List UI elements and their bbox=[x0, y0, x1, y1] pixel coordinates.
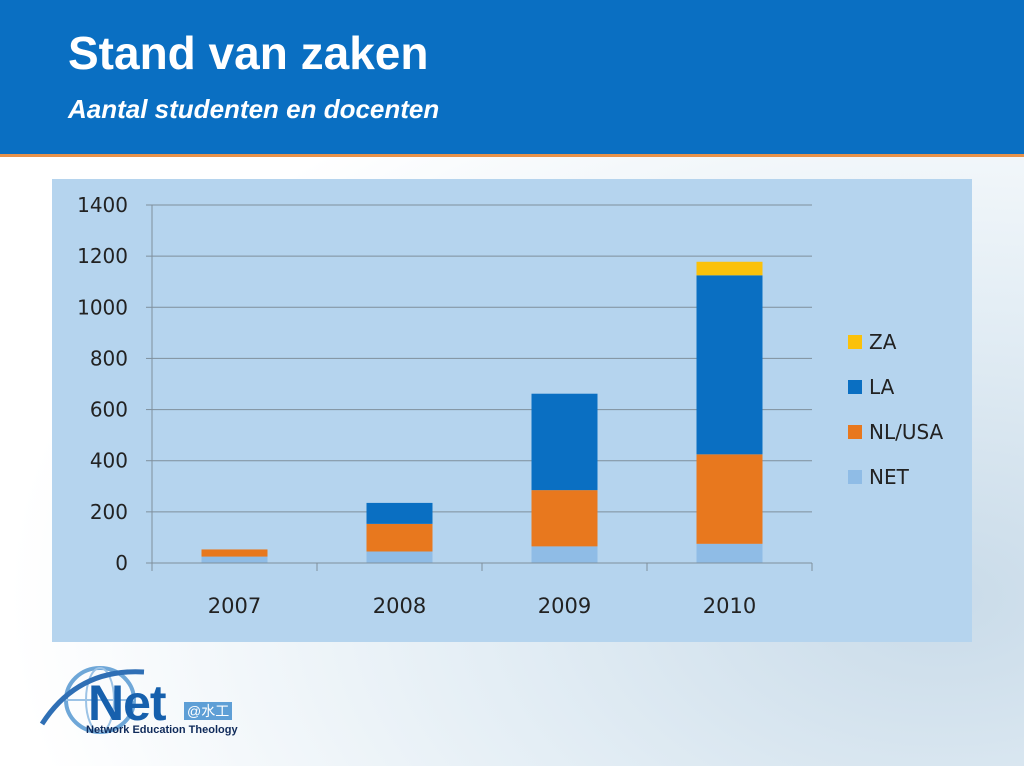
logo-wordmark: Net bbox=[88, 675, 167, 731]
x-tick-label: 2009 bbox=[538, 594, 591, 618]
legend-swatch-za bbox=[848, 335, 862, 349]
logo-tagline: Network Education Theology bbox=[86, 724, 238, 736]
bar-segment-nlusa-2009 bbox=[531, 490, 598, 547]
bar-segment-net-2008 bbox=[366, 551, 433, 563]
slide-subtitle: Aantal studenten en docenten bbox=[68, 94, 440, 124]
bar-segment-net-2007 bbox=[201, 556, 268, 563]
slide-header: Stand van zaken Aantal studenten en doce… bbox=[0, 0, 1024, 154]
y-tick-label: 200 bbox=[90, 500, 128, 524]
legend-label: NET bbox=[869, 465, 910, 489]
legend-label: NL/USA bbox=[869, 420, 944, 444]
bar-segment-net-2009 bbox=[531, 546, 598, 563]
stacked-bar-chart: 0 200 400 600 800 1000 1200 1400 2007 2008 2009 201… bbox=[77, 193, 944, 618]
legend-swatch-nlusa bbox=[848, 425, 862, 439]
y-tick-label: 0 bbox=[115, 551, 128, 575]
legend-swatch-la bbox=[848, 380, 862, 394]
y-tick-label: 1000 bbox=[77, 295, 128, 319]
y-tick-label: 600 bbox=[90, 398, 128, 422]
bar-segment-nlusa-2007 bbox=[201, 549, 268, 557]
x-tick-label: 2007 bbox=[208, 594, 261, 618]
header-divider bbox=[0, 154, 1024, 157]
y-tick-label: 800 bbox=[90, 346, 128, 370]
logo-marks: @水工 bbox=[184, 702, 233, 720]
slide-title: Stand van zaken bbox=[68, 27, 429, 79]
chart-panel: 0 200 400 600 800 1000 1200 1400 2007 2008 2009 201… bbox=[52, 179, 972, 642]
y-tick-label: 400 bbox=[90, 449, 128, 473]
bar-segment-la-2010 bbox=[696, 275, 763, 455]
bar-segment-nlusa-2010 bbox=[696, 454, 763, 544]
bar-segment-la-2008 bbox=[366, 502, 433, 524]
bar-segment-nlusa-2008 bbox=[366, 523, 433, 552]
bar-segment-za-2010 bbox=[696, 261, 763, 276]
legend-label: ZA bbox=[869, 330, 897, 354]
net-logo: Net @水工 Network Education Theology bbox=[38, 658, 268, 758]
bar-segment-la-2009 bbox=[531, 393, 598, 491]
legend-swatch-net bbox=[848, 470, 862, 484]
bar-segment-net-2010 bbox=[696, 543, 763, 563]
legend-label: LA bbox=[869, 375, 895, 399]
y-tick-label: 1400 bbox=[77, 193, 128, 217]
x-tick-label: 2008 bbox=[373, 594, 426, 618]
globe-icon bbox=[39, 666, 145, 734]
x-tick-label: 2010 bbox=[703, 594, 756, 618]
y-tick-label: 1200 bbox=[77, 244, 128, 268]
